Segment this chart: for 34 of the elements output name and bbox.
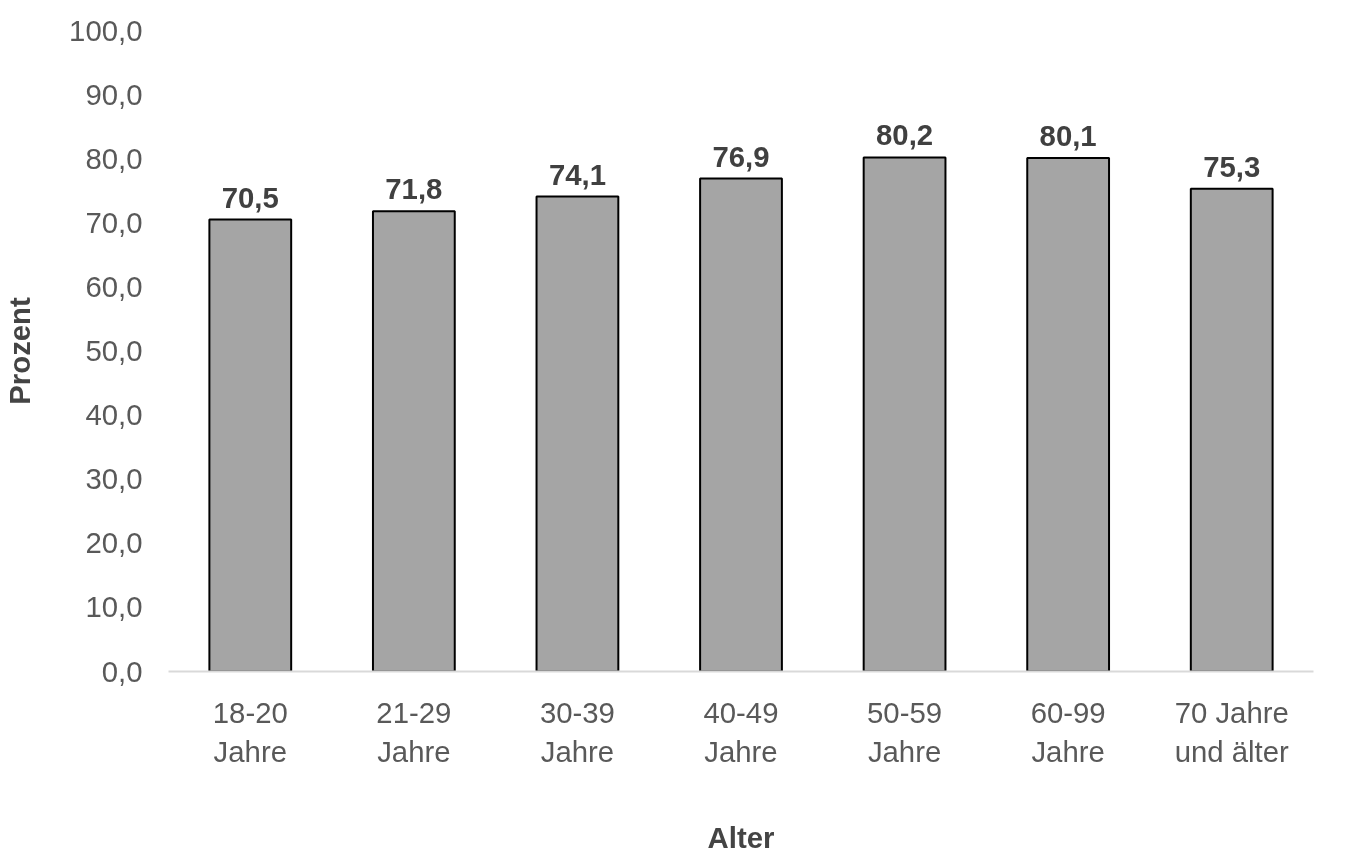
y-tick-label: 50,0 [85,334,143,367]
x-tick-label: 40-49 Jahre [703,695,779,769]
data-label: 74,1 [548,157,606,191]
bar [371,210,456,672]
y-tick-label: 10,0 [85,590,143,624]
data-label: 76,9 [712,139,770,173]
y-tick-label: 60,0 [85,269,143,303]
bar [208,218,293,672]
x-axis-title: Alter [707,821,775,855]
y-tick-label: 40,0 [85,398,143,432]
y-tick-label: 70,0 [85,205,143,239]
y-tick-label: 30,0 [85,462,143,496]
x-tick-label: 30-39 Jahre [539,695,615,769]
data-label: 71,8 [385,172,443,206]
y-tick-label: 90,0 [85,77,143,111]
bar [862,156,947,672]
y-tick-label: 80,0 [85,141,143,175]
bar [535,195,620,672]
y-tick-label: 20,0 [85,526,143,560]
data-label: 80,1 [1039,119,1097,153]
y-axis-title: Prozent [3,296,37,405]
data-label: 80,2 [876,118,934,152]
x-tick-label: 21-29 Jahre [376,695,452,769]
x-tick-label: 60-99 Jahre [1030,695,1106,769]
x-tick-label: 70 Jahre und älter [1174,695,1290,769]
data-label: 70,5 [221,180,279,214]
bar [699,177,783,672]
bar [1026,157,1111,672]
y-tick-label: 0,0 [101,654,143,688]
y-tick-label: 100,0 [69,13,143,47]
bar [1189,187,1274,672]
data-label: 75,3 [1203,149,1261,183]
x-tick-label: 18-20 Jahre [212,695,288,769]
x-tick-label: 50-59 Jahre [867,695,943,769]
